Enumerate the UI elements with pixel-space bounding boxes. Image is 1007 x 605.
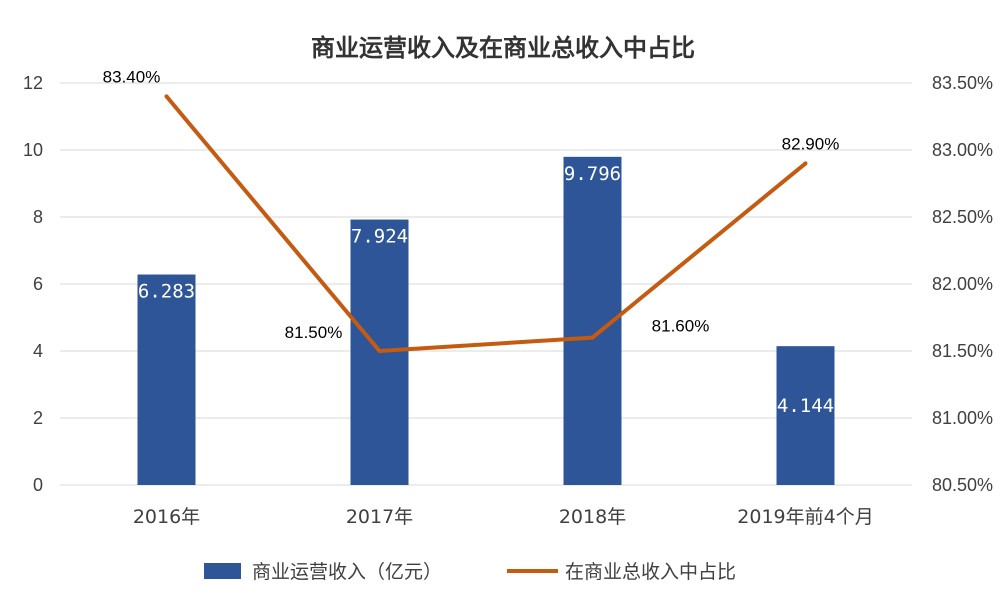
- line-point: [377, 349, 382, 353]
- gridlines: [60, 82, 912, 486]
- line-point: [164, 94, 169, 99]
- bar-series: [137, 156, 835, 486]
- category-label: 2017年: [346, 506, 413, 528]
- bar-data-labels: 6.283 7.924 9.796 4.144: [138, 163, 834, 417]
- left-tick-label: 2: [33, 408, 43, 428]
- left-axis: 0 2 4 6 8 10 12: [23, 73, 43, 495]
- bar: [137, 274, 196, 485]
- line-point: [590, 335, 595, 340]
- line-path: [164, 95, 807, 353]
- category-axis: 2016年 2017年 2018年 2019年前4个月: [133, 506, 874, 528]
- category-label: 2018年: [559, 506, 626, 528]
- legend-bar-label: 商业运营收入（亿元）: [252, 561, 442, 583]
- line-series: [164, 94, 808, 353]
- left-tick-label: 12: [23, 73, 43, 93]
- right-tick-label: 82.00%: [932, 274, 993, 294]
- right-axis: 80.50% 81.00% 81.50% 82.00% 82.50% 83.00% 83.5…: [932, 73, 993, 495]
- line-data-label: 83.40%: [103, 67, 161, 86]
- line-data-label: 81.60%: [652, 317, 710, 336]
- right-tick-label: 81.00%: [932, 408, 993, 428]
- bar-data-label: 9.796: [564, 163, 621, 185]
- left-tick-label: 4: [33, 341, 43, 361]
- line-data-label: 82.90%: [782, 134, 840, 153]
- legend: 商业运营收入（亿元） 在商业总收入中占比: [204, 561, 736, 583]
- line-data-label: 81.50%: [285, 323, 343, 342]
- bar-data-label: 7.924: [351, 226, 408, 248]
- category-label: 2019年前4个月: [737, 506, 873, 528]
- bar-data-label: 6.283: [138, 281, 195, 303]
- left-tick-label: 8: [33, 207, 43, 227]
- line-data-labels: 83.40% 81.50% 81.60% 82.90%: [103, 67, 840, 342]
- category-label: 2016年: [133, 506, 200, 528]
- right-tick-label: 83.00%: [932, 140, 993, 160]
- left-tick-label: 0: [33, 475, 43, 495]
- right-tick-label: 80.50%: [932, 475, 993, 495]
- bar-data-label: 4.144: [777, 395, 834, 417]
- legend-line-label: 在商业总收入中占比: [565, 561, 736, 583]
- chart-title: 商业运营收入及在商业总收入中占比: [311, 33, 695, 62]
- right-tick-label: 83.50%: [932, 73, 993, 93]
- right-tick-label: 82.50%: [932, 207, 993, 227]
- left-tick-label: 10: [23, 140, 43, 160]
- right-tick-label: 81.50%: [932, 341, 993, 361]
- line-point: [803, 161, 808, 166]
- legend-bar-swatch: [204, 563, 241, 579]
- left-tick-label: 6: [33, 274, 43, 294]
- bar: [776, 346, 835, 485]
